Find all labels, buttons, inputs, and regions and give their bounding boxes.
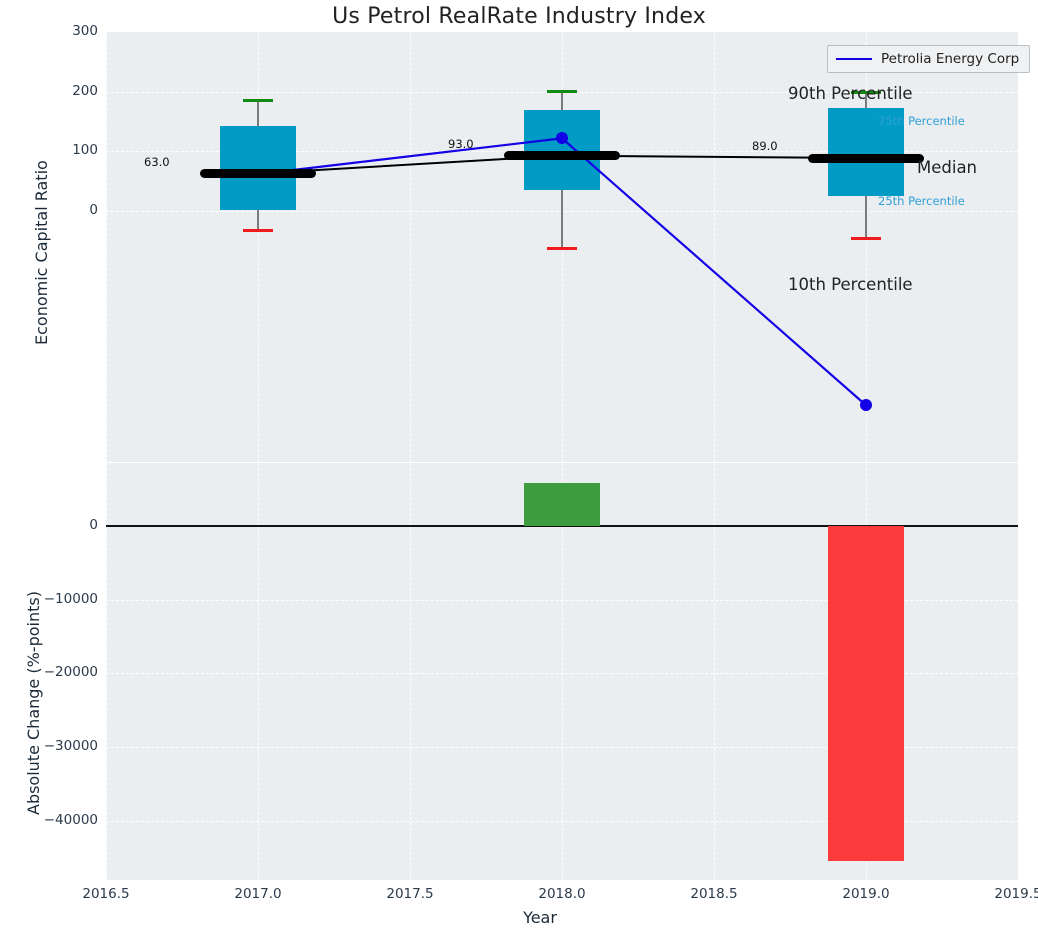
- annotation-median: Median: [917, 158, 978, 177]
- bottom-panel-vgridline: [410, 463, 411, 880]
- x-tick: 2018.0: [538, 886, 586, 902]
- bottom-panel-zero-line: [106, 524, 1018, 527]
- median-value-label: 89.0: [752, 139, 778, 153]
- top-panel-vgridline: [106, 32, 107, 462]
- annotation-10th-percentile: 10th Percentile: [788, 275, 913, 294]
- top-panel-y-tick: 0: [89, 202, 98, 219]
- legend-line-swatch: [836, 58, 872, 60]
- whisker-cap-10th: [851, 236, 881, 240]
- whisker-cap-90th: [547, 90, 577, 94]
- absolute-change-bar: [524, 482, 600, 526]
- x-tick: 2019.0: [842, 886, 890, 902]
- bottom-panel-vgridline: [258, 463, 259, 880]
- box-median-bar: [504, 151, 620, 161]
- bottom-panel-vgridline: [714, 463, 715, 880]
- x-tick: 2018.5: [690, 886, 738, 902]
- top-panel-vgridline: [258, 32, 259, 462]
- x-axis-title: Year: [523, 908, 557, 927]
- top-panel-vgridline: [410, 32, 411, 462]
- annotation-25th-percentile: 25th Percentile: [878, 194, 965, 208]
- bottom-panel-vgridline: [1018, 463, 1019, 880]
- annotation-90th-percentile: 90th Percentile: [788, 84, 913, 103]
- top-panel-y-tick: 200: [72, 82, 98, 99]
- bottom-panel-y-tick: −10000: [43, 590, 98, 607]
- top-panel-vgridline: [1018, 32, 1019, 462]
- box-median-bar: [808, 153, 924, 163]
- whisker-cap-10th: [243, 228, 273, 232]
- top-panel-y-tick: 300: [72, 23, 98, 39]
- whisker-cap-10th: [547, 247, 577, 251]
- absolute-change-bar: [828, 525, 904, 861]
- x-tick: 2017.0: [234, 886, 282, 902]
- top-panel-vgridline: [714, 32, 715, 462]
- bottom-panel-vgridline: [106, 463, 107, 880]
- whisker-cap-90th: [851, 90, 881, 94]
- median-value-label: 63.0: [144, 154, 170, 169]
- x-tick: 2019.5: [994, 886, 1038, 902]
- legend[interactable]: Petrolia Energy Corp: [827, 45, 1031, 73]
- bottom-panel-y-tick: −40000: [43, 811, 98, 828]
- company-series-point: [556, 132, 568, 145]
- top-panel-y-tick: 100: [72, 142, 98, 159]
- x-tick: 2016.5: [82, 886, 130, 902]
- x-tick: 2017.5: [386, 886, 434, 902]
- bottom-panel-y-tick: 0: [89, 516, 98, 533]
- chart-title: Us Petrol RealRate Industry Index: [332, 4, 706, 29]
- annotation-75th-percentile: 75th Percentile: [878, 114, 965, 128]
- company-series-point: [860, 399, 872, 412]
- bottom-panel-y-tick: −30000: [43, 738, 98, 755]
- bottom-panel-y-tick: −20000: [43, 664, 98, 681]
- median-value-label: 93.0: [448, 136, 474, 151]
- whisker-cap-90th: [243, 98, 273, 102]
- box-median-bar: [200, 169, 316, 179]
- bottom-panel-vgridline: [562, 463, 563, 880]
- legend-label: Petrolia Energy Corp: [881, 51, 1020, 67]
